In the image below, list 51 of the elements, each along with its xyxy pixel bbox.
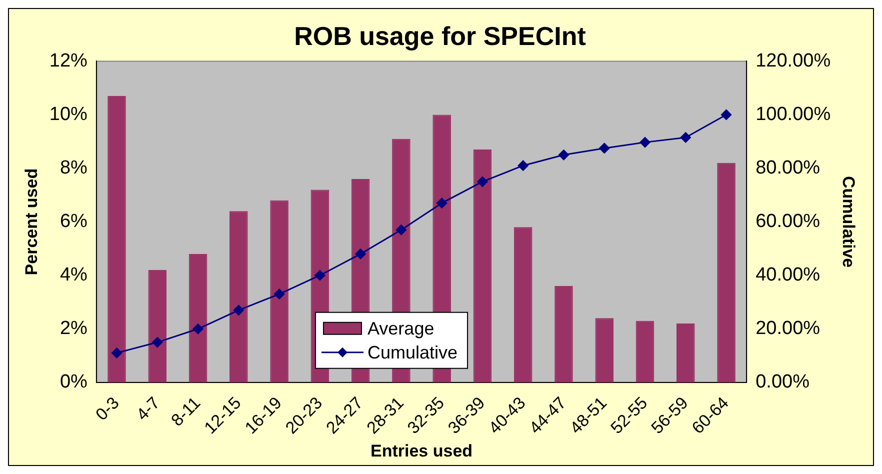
point — [396, 224, 406, 236]
y-tick-label: 2% — [60, 318, 88, 340]
y2-tick-label: 0.00% — [756, 372, 810, 393]
y-tick-label: 0% — [60, 372, 88, 393]
x-tick-label: 8-11 — [168, 393, 204, 430]
point — [355, 248, 366, 260]
point — [152, 337, 163, 348]
bar — [636, 320, 654, 382]
point — [640, 137, 650, 148]
bar — [717, 162, 736, 382]
bar — [108, 96, 126, 382]
legend-label: Average — [367, 318, 434, 338]
bar — [595, 318, 614, 382]
bar — [148, 270, 167, 382]
y-tick-label: 10% — [49, 104, 88, 125]
point — [721, 109, 732, 120]
chart-title: ROB usage for SPECInt — [294, 20, 586, 51]
x-tick-label: 0-3 — [92, 393, 123, 424]
point — [680, 132, 691, 143]
x-axis-title: Entries used — [370, 441, 473, 460]
y2-axis-title: Cumulative — [839, 176, 858, 268]
point — [477, 176, 488, 187]
bar — [473, 150, 492, 382]
legend-label: Cumulative — [367, 342, 458, 362]
y2-tick-label: 100.00% — [756, 104, 831, 125]
point — [436, 198, 448, 208]
bar — [554, 286, 573, 382]
y2-tick-label: 120.00% — [756, 50, 831, 72]
bar — [514, 227, 532, 382]
point — [558, 150, 569, 160]
y-tick-label: 8% — [60, 158, 88, 179]
y-tick-label: 6% — [60, 211, 88, 232]
y-tick-label: 12% — [49, 50, 88, 72]
bar — [676, 324, 695, 382]
point — [233, 304, 244, 316]
y-axis-title: Percent used — [22, 168, 41, 276]
x-tick-label: 4-7 — [132, 393, 164, 424]
y2-tick-label: 60.00% — [756, 211, 820, 232]
point — [192, 324, 204, 334]
point — [111, 348, 122, 358]
bar — [188, 254, 208, 382]
point — [599, 142, 610, 154]
y2-tick-label: 40.00% — [756, 264, 820, 286]
bar — [230, 211, 248, 382]
y-tick-label: 4% — [60, 264, 88, 286]
point — [518, 160, 528, 171]
y2-tick-label: 80.00% — [756, 158, 820, 179]
point — [274, 288, 285, 300]
point — [314, 270, 326, 281]
y2-tick-label: 20.00% — [756, 318, 820, 340]
bar — [270, 200, 288, 382]
